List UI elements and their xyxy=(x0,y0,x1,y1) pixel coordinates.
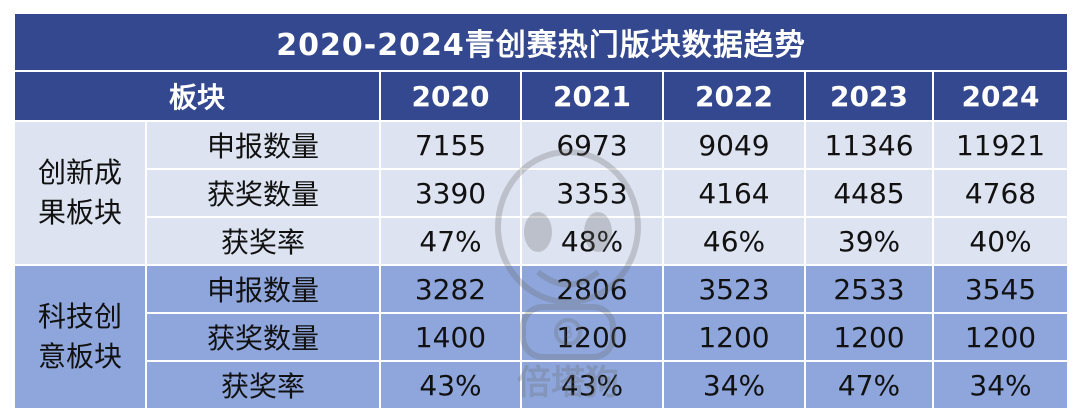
value-cell: 39% xyxy=(804,216,934,266)
value-cell: 34% xyxy=(662,360,806,410)
metric-label: 获奖率 xyxy=(145,216,381,266)
group-label: 科技创 意板块 xyxy=(13,264,147,410)
value-cell: 11921 xyxy=(932,120,1069,170)
data-table-container: 2020-2024青创赛热门版块数据趋势 板块 2020 2021 2022 2… xyxy=(13,12,1069,410)
table-title: 2020-2024青创赛热门版块数据趋势 xyxy=(13,12,1069,72)
metric-label: 获奖数量 xyxy=(145,312,381,362)
value-cell: 1200 xyxy=(662,312,806,362)
value-cell: 3545 xyxy=(932,264,1069,314)
value-cell: 1200 xyxy=(932,312,1069,362)
column-header-section: 板块 xyxy=(13,70,381,122)
table-row: 获奖数量 3390 3353 4164 4485 4768 xyxy=(14,168,1069,218)
value-cell: 43% xyxy=(379,360,522,410)
metric-label: 申报数量 xyxy=(145,120,381,170)
value-cell: 47% xyxy=(379,216,522,266)
value-cell: 11346 xyxy=(804,120,934,170)
value-cell: 4768 xyxy=(932,168,1069,218)
value-cell: 4164 xyxy=(662,168,806,218)
column-header-year: 2024 xyxy=(932,70,1069,122)
value-cell: 48% xyxy=(520,216,664,266)
value-cell: 3390 xyxy=(379,168,522,218)
table-row: 获奖率 47% 48% 46% 39% 40% xyxy=(14,216,1069,266)
value-cell: 4485 xyxy=(804,168,934,218)
value-cell: 43% xyxy=(520,360,664,410)
column-header-year: 2022 xyxy=(662,70,806,122)
table-row: 获奖数量 1400 1200 1200 1200 1200 xyxy=(14,312,1069,362)
table-row: 创新成 果板块 申报数量 7155 6973 9049 11346 11921 xyxy=(13,120,1069,266)
group-label-line: 创新成 xyxy=(37,156,122,189)
value-cell: 7155 xyxy=(379,120,522,170)
value-cell: 40% xyxy=(932,216,1069,266)
group-label-line: 科技创 xyxy=(37,300,122,333)
group-label: 创新成 果板块 xyxy=(13,120,147,266)
value-cell: 1200 xyxy=(520,312,664,362)
value-cell: 3523 xyxy=(662,264,806,314)
table-row: 获奖率 43% 43% 34% 47% 34% xyxy=(14,360,1069,410)
data-table: 2020-2024青创赛热门版块数据趋势 板块 2020 2021 2022 2… xyxy=(13,12,1069,410)
column-header-year: 2020 xyxy=(379,70,522,122)
value-cell: 34% xyxy=(932,360,1069,410)
value-cell: 47% xyxy=(804,360,934,410)
value-cell: 2806 xyxy=(520,264,664,314)
value-cell: 3282 xyxy=(379,264,522,314)
metric-label: 申报数量 xyxy=(145,264,381,314)
metric-label: 获奖数量 xyxy=(145,168,381,218)
value-cell: 6973 xyxy=(520,120,664,170)
metric-label: 获奖率 xyxy=(145,360,381,410)
value-cell: 2533 xyxy=(804,264,934,314)
table-row: 科技创 意板块 申报数量 3282 2806 3523 2533 3545 xyxy=(13,264,1069,410)
group-label-line: 果板块 xyxy=(37,196,122,229)
column-header-year: 2021 xyxy=(520,70,664,122)
value-cell: 3353 xyxy=(520,168,664,218)
group-label-line: 意板块 xyxy=(37,340,122,373)
value-cell: 46% xyxy=(662,216,806,266)
value-cell: 1400 xyxy=(379,312,522,362)
value-cell: 1200 xyxy=(804,312,934,362)
column-header-year: 2023 xyxy=(804,70,934,122)
value-cell: 9049 xyxy=(662,120,806,170)
